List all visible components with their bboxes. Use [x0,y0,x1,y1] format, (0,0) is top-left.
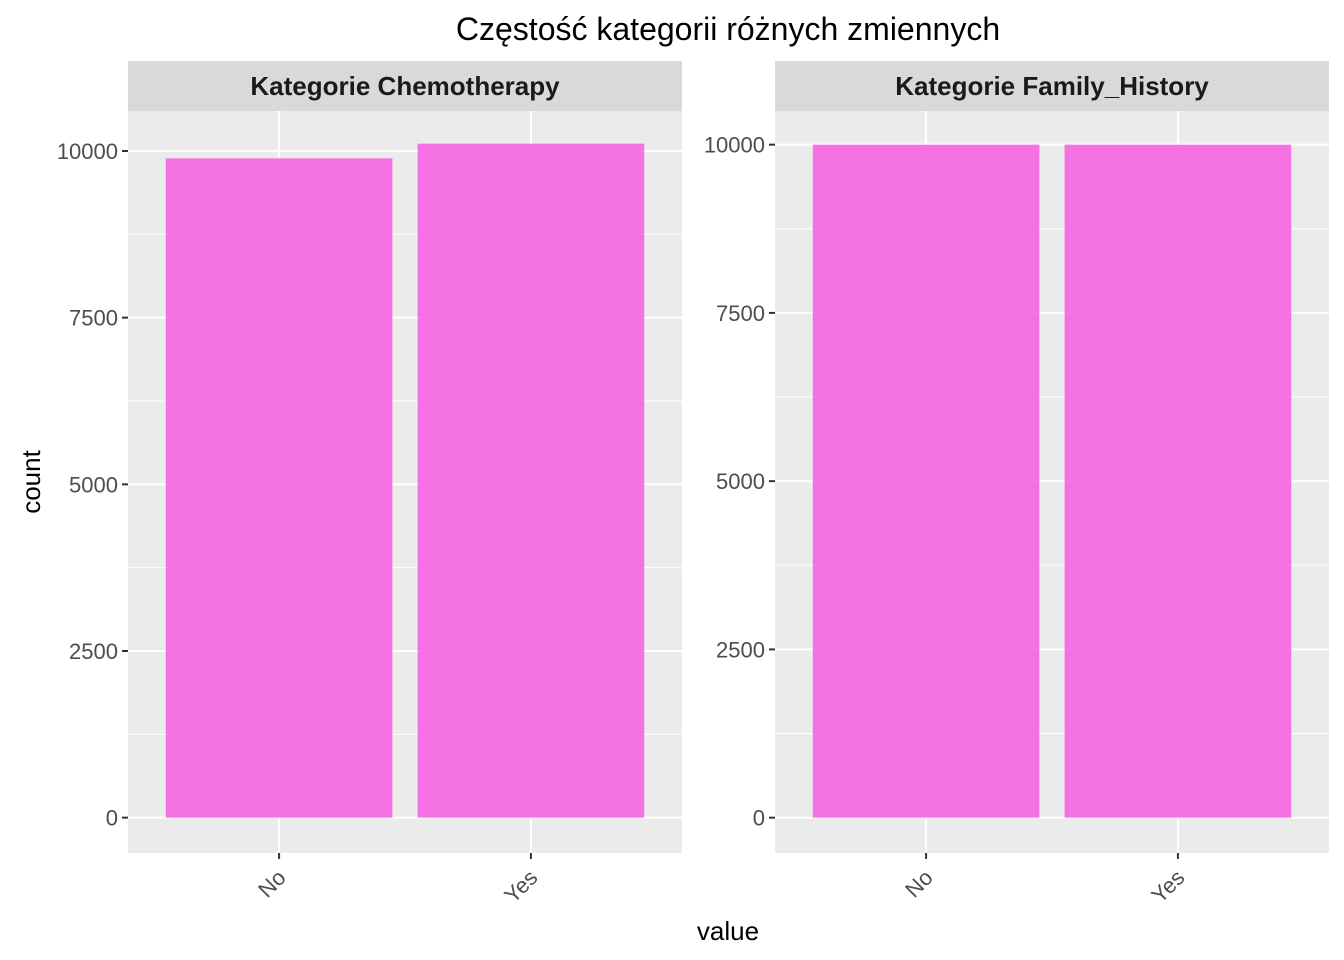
y-tick-label: 7500 [716,301,765,326]
y-tick-label: 0 [106,806,118,831]
chart-title: Częstość kategorii różnych zmiennych [456,11,1000,47]
x-tick-label: No [253,865,291,903]
y-tick-label: 0 [753,806,765,831]
y-tick-label: 5000 [69,472,118,497]
x-tick-label: Yes [499,865,542,908]
facet-panel-1: Kategorie Chemotherapy 0 2500 5000 7500 10000… [57,61,682,908]
x-tick-label: No [900,865,938,903]
y-tick-label: 2500 [716,637,765,662]
y-tick-label: 2500 [69,639,118,664]
facet-panels: Kategorie Chemotherapy 0 2500 5000 7500 10000… [57,61,1329,908]
bar-no [165,158,393,818]
facet-panel-2: Kategorie Family_History 0 2500 5000 7500 100… [704,61,1329,908]
y-tick-label: 10000 [704,133,765,158]
facet-strip [128,61,682,111]
facet-strip-label: Kategorie Chemotherapy [250,71,560,101]
facet-strip-label: Kategorie Family_History [895,71,1209,101]
bar-yes [417,143,645,818]
bar-yes [1064,144,1292,818]
y-axis-title: count [16,449,46,513]
x-tick-label: Yes [1146,865,1189,908]
bar-no [812,144,1040,818]
y-tick-label: 5000 [716,469,765,494]
y-tick-label: 7500 [69,306,118,331]
facet-strip [775,61,1329,111]
x-axis-title: value [697,916,759,946]
y-tick-label: 10000 [57,139,118,164]
